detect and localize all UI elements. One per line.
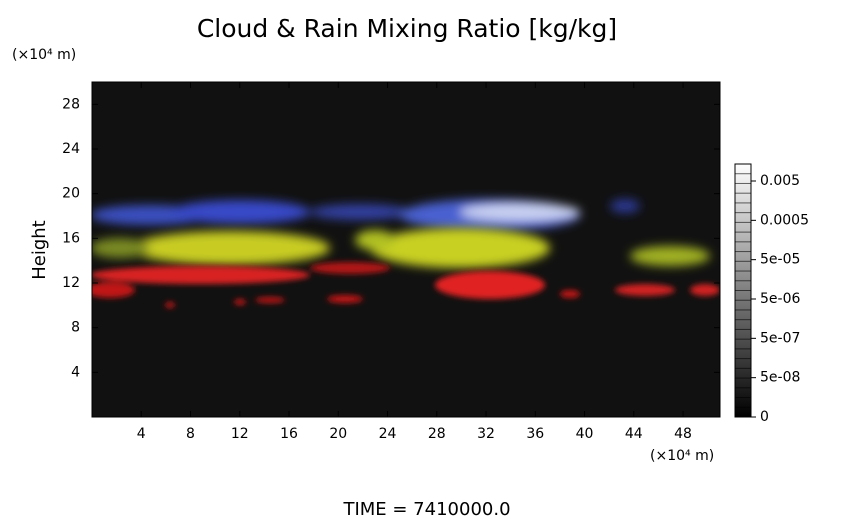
colorbar-tick-label: 0.005 — [760, 173, 800, 189]
y-unit: (×10⁴ m) — [12, 47, 76, 63]
chart-title: Cloud & Rain Mixing Ratio [kg/kg] — [197, 14, 617, 43]
colorbar-tick-label: 0.0005 — [760, 212, 809, 228]
y-tick-label: 12 — [62, 275, 80, 291]
cloud-blob — [130, 231, 330, 265]
x-tick-label: 20 — [329, 426, 347, 442]
rain-blob — [560, 290, 580, 298]
cloud-blob — [310, 204, 410, 220]
y-axis-label: Height — [29, 220, 50, 280]
x-tick-label: 28 — [428, 426, 446, 442]
rain-blob — [690, 284, 720, 296]
rain-blob — [92, 282, 135, 298]
rain-blob — [310, 262, 390, 274]
rain-blob — [165, 302, 175, 308]
colorbar-tick-label: 5e-07 — [760, 330, 800, 346]
cloud-blob — [610, 199, 640, 213]
y-tick-label: 16 — [62, 230, 80, 246]
colorbar-tick-label: 5e-05 — [760, 252, 800, 268]
cloud-blob — [460, 203, 580, 221]
cloud-render — [92, 199, 720, 308]
rain — [92, 262, 720, 308]
cloud-blob — [630, 246, 710, 266]
rain-blob — [615, 284, 675, 296]
x-tick-label: 12 — [231, 426, 249, 442]
rain-blob — [92, 266, 310, 284]
x-tick-label: 16 — [280, 426, 298, 442]
cloud-liquid — [92, 228, 710, 268]
y-tick-label: 24 — [62, 141, 80, 157]
colorbar-tick-label: 5e-06 — [760, 291, 800, 307]
rain-blob — [234, 299, 246, 305]
rain-blob — [255, 297, 285, 303]
cloud-blob — [370, 228, 550, 268]
cloud-blob — [92, 238, 150, 258]
x-unit: (×10⁴ m) — [650, 448, 714, 464]
y-tick-label: 28 — [62, 96, 80, 112]
x-tick-label: 48 — [674, 426, 692, 442]
x-tick-label: 44 — [625, 426, 643, 442]
cloud-blob — [170, 200, 310, 224]
y-tick-label: 4 — [71, 364, 80, 380]
x-tick-label: 8 — [186, 426, 195, 442]
cloud-blob — [355, 230, 395, 250]
y-tick-label: 20 — [62, 186, 80, 202]
x-tick-label: 24 — [379, 426, 397, 442]
y-tick-label: 8 — [71, 320, 80, 336]
x-tick-label: 36 — [526, 426, 544, 442]
footer-time: TIME = 7410000.0 — [342, 499, 510, 519]
colorbar-tick-label: 5e-08 — [760, 370, 800, 386]
plot-frame — [91, 81, 721, 418]
x-tick-label: 40 — [576, 426, 594, 442]
x-tick-label: 32 — [477, 426, 495, 442]
x-tick-label: 4 — [137, 426, 146, 442]
rain-blob — [435, 271, 545, 299]
rain-blob — [327, 295, 363, 303]
cloud-ice — [92, 199, 640, 231]
colorbar-tick-label: 0 — [760, 409, 769, 425]
